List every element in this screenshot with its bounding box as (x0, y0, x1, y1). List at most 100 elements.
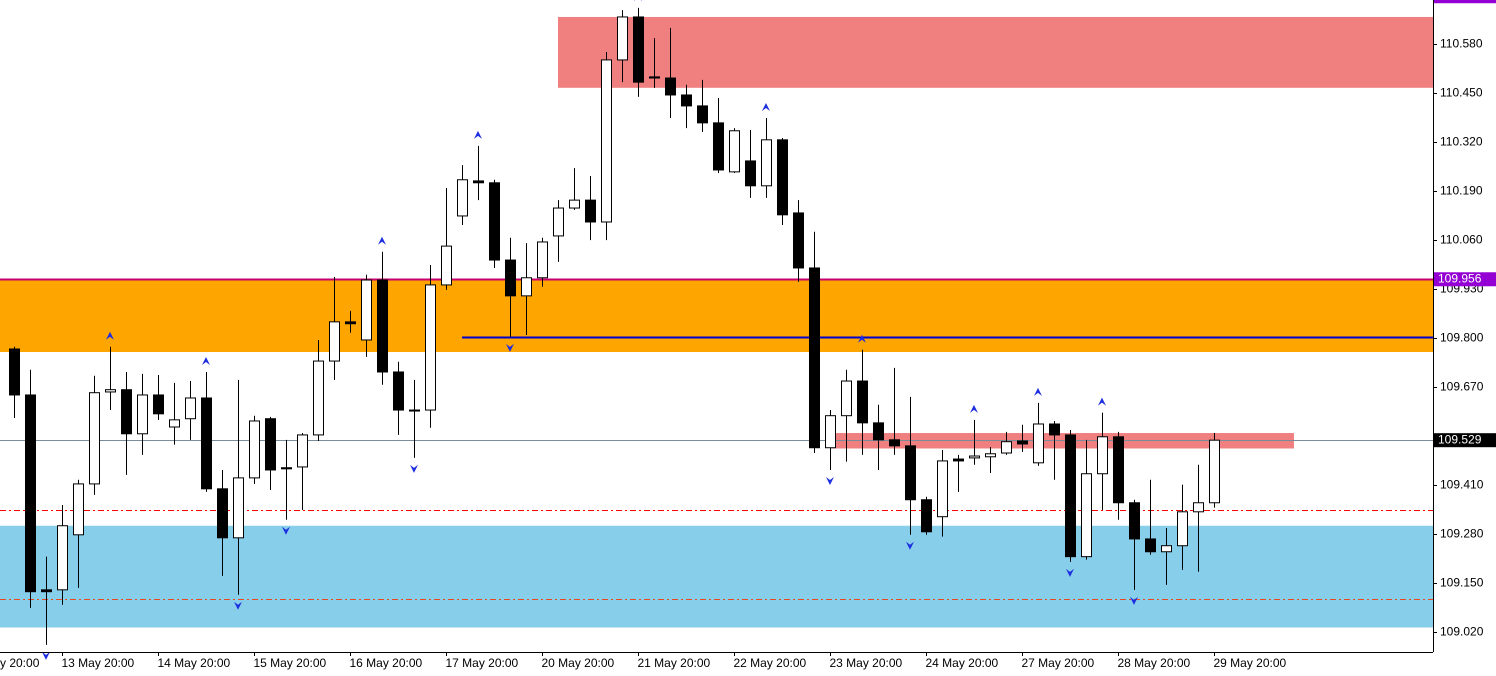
candle-body (89, 392, 100, 485)
candle-body (585, 199, 596, 223)
candle-body (393, 371, 404, 411)
fractal-down (233, 601, 242, 610)
x-tick-label: 27 May 20:00 (1022, 656, 1095, 670)
x-tick-label-partial: y 20:00 (0, 656, 40, 670)
candle-body (281, 467, 292, 470)
candle-body (41, 589, 52, 593)
x-tick-label: 29 May 20:00 (1214, 656, 1287, 670)
candle-body (169, 419, 180, 428)
candle-body (937, 460, 948, 518)
y-tick-label: 109.410 (1440, 478, 1484, 492)
candle-body (1033, 423, 1044, 464)
fractal-down (505, 343, 514, 352)
candle-body (617, 16, 628, 61)
candle-body (265, 418, 276, 471)
fractal-up (761, 102, 770, 111)
y-tick-label: 109.020 (1440, 625, 1484, 639)
x-tick-label: 20 May 20:00 (542, 656, 615, 670)
candle-body (121, 389, 132, 435)
candle-body (361, 279, 372, 341)
x-tick-label: 13 May 20:00 (62, 656, 135, 670)
y-tick-label: 109.800 (1440, 331, 1484, 345)
fractal-down (281, 526, 290, 535)
candle-body (1145, 538, 1156, 553)
candle-body (761, 139, 772, 187)
candle-body (329, 321, 340, 362)
x-tick-label: 17 May 20:00 (446, 656, 519, 670)
fractal-up (201, 356, 210, 365)
candle-body (521, 277, 532, 297)
candle-body (489, 182, 500, 261)
fractal-up (105, 331, 114, 340)
candle-body (25, 394, 36, 593)
candles (9, 0, 1220, 660)
y-tick-label: 110.450 (1440, 86, 1483, 100)
y-tick-label: 110.580 (1440, 37, 1483, 51)
candle-body (1001, 441, 1012, 454)
candle-body (1049, 423, 1060, 436)
y-tick-label: 110.190 (1440, 184, 1483, 198)
y-tick-label: 109.670 (1440, 380, 1484, 394)
price-label: 109.529 (1438, 432, 1482, 446)
candle-body (809, 267, 820, 449)
fractal-down (41, 651, 50, 660)
candle-body (953, 458, 964, 462)
candle-body (345, 321, 356, 325)
candle-body (185, 397, 196, 420)
candle-body (377, 279, 388, 373)
zones (0, 16, 1433, 628)
candle-body (1161, 545, 1172, 553)
candle-body (1081, 473, 1092, 558)
candle-body (873, 422, 884, 441)
candle-body (921, 499, 932, 533)
y-tick-label: 109.150 (1440, 576, 1484, 590)
fractal-down (825, 476, 834, 485)
candle-body (153, 394, 164, 415)
x-tick-label: 28 May 20:00 (1118, 656, 1191, 670)
x-tick-label: 16 May 20:00 (350, 656, 423, 670)
price-label-box (1434, 0, 1496, 4)
candle-body (729, 130, 740, 173)
zone (0, 280, 1433, 353)
candle-body (73, 483, 84, 536)
candle-body (1209, 439, 1220, 504)
candle-body (841, 380, 852, 417)
fractal-down (1065, 568, 1074, 577)
candle-body (713, 122, 724, 171)
candle-body (985, 453, 996, 458)
x-tick-label: 22 May 20:00 (734, 656, 807, 670)
candle-body (297, 434, 308, 468)
fractal-up (1033, 387, 1042, 396)
fractal-up (857, 334, 866, 343)
candle-body (1129, 502, 1140, 540)
price-label: 109.956 (1438, 271, 1482, 285)
candle-body (1193, 502, 1204, 513)
candle-body (233, 477, 244, 539)
candle-body (633, 16, 644, 83)
fractal-down (905, 541, 914, 550)
candle-body (1097, 436, 1108, 475)
candle-body (793, 212, 804, 269)
candle-body (1113, 436, 1124, 504)
fractal-down (409, 464, 418, 473)
candle-body (665, 77, 676, 96)
candle-body (601, 59, 612, 223)
candle-body (409, 409, 420, 412)
candle-body (1017, 440, 1028, 445)
candle-body (777, 139, 788, 216)
candle-body (1065, 434, 1076, 558)
zone (0, 525, 1433, 628)
fractal-up (1097, 397, 1106, 406)
candle-body (569, 199, 580, 209)
candle-body (745, 160, 756, 187)
candle-body (201, 397, 212, 490)
y-tick-label: 109.280 (1440, 527, 1484, 541)
candle-body (9, 348, 20, 396)
fractal-up (633, 0, 642, 1)
price-label: 110.707 (1438, 0, 1481, 2)
candle-body (505, 259, 516, 297)
candle-body (441, 245, 452, 286)
x-tick-label: 23 May 20:00 (830, 656, 903, 670)
candle-body (313, 360, 324, 436)
